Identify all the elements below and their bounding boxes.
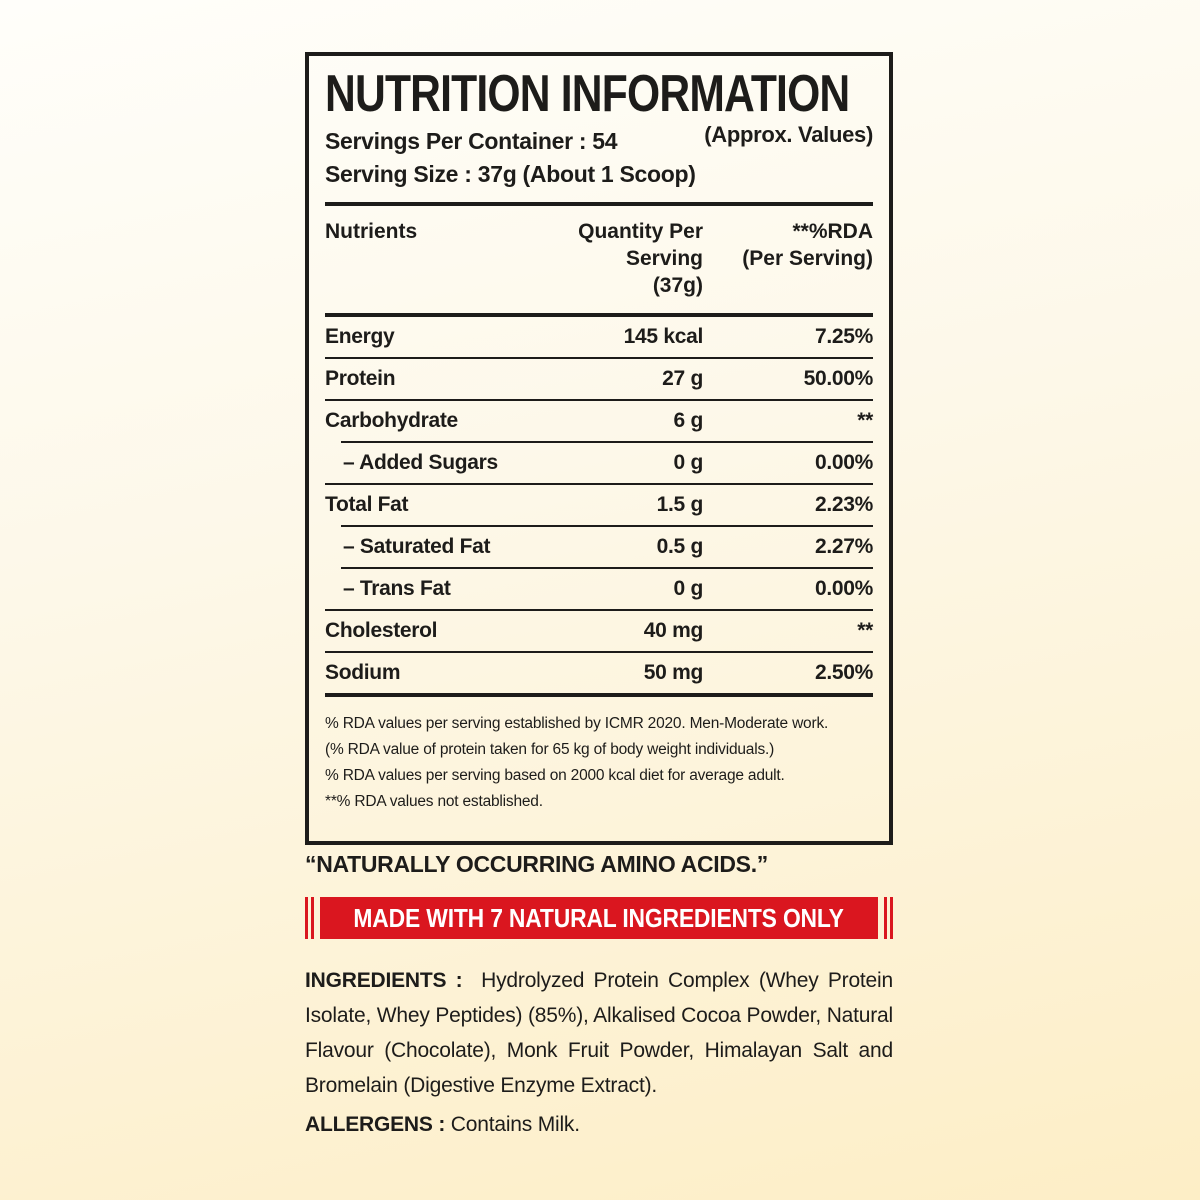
footnotes: % RDA values per serving established by … (325, 697, 873, 815)
nutrient-quantity: 27 g (662, 367, 703, 390)
row-divider (341, 441, 873, 443)
nutrient-quantity: 6 g (673, 409, 704, 432)
header-rda-line1: **%RDA (792, 220, 873, 243)
footnote-line: **% RDA values not established. (325, 793, 543, 810)
footnote-line: % RDA values per serving based on 2000 k… (325, 767, 785, 784)
table-row: – Added Sugars 0 g 0.00% (325, 443, 873, 483)
row-divider (325, 483, 873, 485)
nutrient-quantity: 0 g (673, 577, 704, 600)
nutrient-name: – Trans Fat (343, 577, 451, 600)
nutrient-name: Protein (325, 367, 396, 390)
banner-solid: MADE WITH 7 NATURAL INGREDIENTS ONLY (320, 897, 878, 939)
panel-title: NUTRITION INFORMATION (325, 66, 873, 122)
row-divider (341, 525, 873, 527)
allergens-text: Contains Milk. (450, 1113, 580, 1136)
row-divider (325, 609, 873, 611)
nutrient-rda: 7.25% (814, 325, 873, 348)
table-row: Protein 27 g 50.00% (325, 359, 873, 399)
nutrient-quantity: 50 mg (643, 661, 704, 684)
row-divider (325, 651, 873, 653)
nutrient-quantity: 40 mg (643, 619, 704, 642)
nutrient-name: Total Fat (325, 493, 409, 516)
table-row: Sodium 50 mg 2.50% (325, 653, 873, 693)
header-nutrients: Nutrients (325, 220, 418, 243)
panel-title-text: NUTRITION INFORMATION (325, 65, 850, 123)
servings-per-container: Servings Per Container : 54 (325, 128, 618, 154)
nutrient-quantity: 145 kcal (623, 325, 704, 348)
footnote-line: % RDA values per serving established by … (325, 715, 829, 732)
nutrient-rows: Energy 145 kcal 7.25% Protein 27 g 50.00… (325, 317, 873, 693)
nutrient-name: – Added Sugars (343, 451, 498, 474)
servings-row: Servings Per Container : 54 (Approx. Val… (325, 122, 873, 155)
header-quantity-line1: Quantity Per Serving (578, 220, 703, 270)
nutrient-quantity: 0.5 g (656, 535, 704, 558)
nutrient-name: Carbohydrate (325, 409, 458, 432)
row-divider (341, 567, 873, 569)
nutrient-rda: 0.00% (814, 577, 873, 600)
nutrient-rda: 50.00% (803, 367, 874, 390)
allergens-paragraph: ALLERGENS : Contains Milk. (305, 1113, 893, 1137)
footnote-line: (% RDA value of protein taken for 65 kg … (325, 741, 775, 758)
table-row: Carbohydrate 6 g ** (325, 401, 873, 441)
ingredients-paragraph: INGREDIENTS : Hydrolyzed Protein Complex… (305, 963, 893, 1103)
table-bottom-rule (325, 693, 873, 697)
nutrient-rda: 2.50% (814, 661, 873, 684)
table-row: Energy 145 kcal 7.25% (325, 317, 873, 357)
banner-stripes-right (883, 897, 893, 939)
ingredients-label: INGREDIENTS : (305, 969, 463, 992)
header-quantity-line2: (37g) (652, 274, 703, 297)
ingredients-text: Hydrolyzed Protein Complex (Whey Protein… (305, 969, 893, 1097)
nutrient-quantity: 0 g (673, 451, 704, 474)
nutrient-rda: 2.27% (814, 535, 873, 558)
table-header: Nutrients Quantity Per Serving (37g) **%… (325, 206, 873, 313)
nutrient-rda: 2.23% (814, 493, 873, 516)
banner-text: MADE WITH 7 NATURAL INGREDIENTS ONLY (353, 902, 845, 933)
allergens-label: ALLERGENS : (305, 1113, 446, 1136)
header-rda: **%RDA (Per Serving) (703, 218, 873, 272)
table-row: – Saturated Fat 0.5 g 2.27% (325, 527, 873, 567)
header-bottom-rule (325, 313, 873, 317)
nutrient-name: – Saturated Fat (343, 535, 491, 558)
below-panel-section: “NATURALLY OCCURRING AMINO ACIDS.” MADE … (305, 851, 893, 1137)
header-quantity: Quantity Per Serving (37g) (503, 218, 703, 299)
banner-stripes-left (305, 897, 315, 939)
table-top-rule (325, 202, 873, 206)
nutrient-name: Sodium (325, 661, 401, 684)
table-row: Cholesterol 40 mg ** (325, 611, 873, 651)
header-rda-line2: (Per Serving) (742, 247, 873, 270)
serving-size: Serving Size : 37g (About 1 Scoop) (325, 161, 696, 187)
table-row: – Trans Fat 0 g 0.00% (325, 569, 873, 609)
nutrient-name: Cholesterol (325, 619, 438, 642)
nutrient-name: Energy (325, 325, 395, 348)
nutrient-rda: 0.00% (814, 451, 873, 474)
row-divider (325, 357, 873, 359)
approx-values: (Approx. Values) (704, 122, 873, 147)
table-row: Total Fat 1.5 g 2.23% (325, 485, 873, 525)
nutrient-rda: ** (857, 409, 873, 432)
nutrient-rda: ** (857, 619, 873, 642)
nutrient-quantity: 1.5 g (656, 493, 704, 516)
amino-acids-quote: “NATURALLY OCCURRING AMINO ACIDS.” (305, 851, 769, 877)
natural-ingredients-banner: MADE WITH 7 NATURAL INGREDIENTS ONLY (305, 897, 893, 939)
row-divider (325, 399, 873, 401)
nutrition-panel: NUTRITION INFORMATION Servings Per Conta… (305, 52, 893, 845)
